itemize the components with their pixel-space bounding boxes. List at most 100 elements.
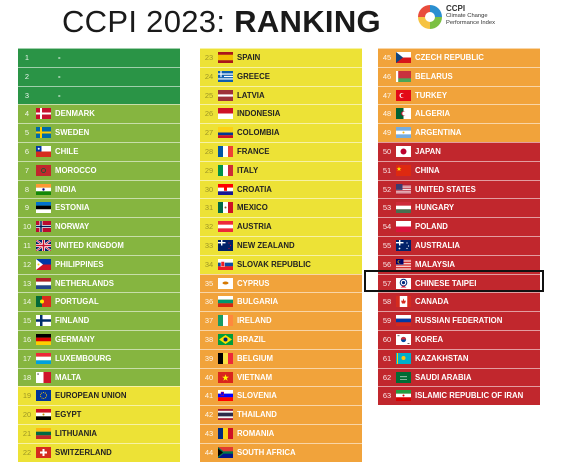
rank-number: 15 <box>22 316 32 326</box>
rank-number: 18 <box>22 372 32 382</box>
ranking-column-1: 1-2-3-4 DENMARK 5 SWEDEN 6 CHILE 7 MOROCCO 8 INDI… <box>18 48 180 462</box>
mexico-flag-icon <box>218 202 233 214</box>
ranking-row: 59 RUSSIAN FEDERATION <box>378 311 540 330</box>
ranking-row: 49 ARGENTINA <box>378 123 540 142</box>
rank-number: 33 <box>204 241 214 250</box>
rank-number: 59 <box>382 316 392 326</box>
vietnam-flag-icon <box>218 371 233 383</box>
rank-number: 46 <box>382 71 392 81</box>
ranking-row: 31 MEXICO <box>200 198 362 218</box>
country-name: UNITED STATES <box>415 184 476 194</box>
ranking-row: 35 CYPRUS <box>200 273 362 293</box>
country-name: FINLAND <box>55 316 90 326</box>
ranking-row: 28 FRANCE <box>200 142 362 161</box>
rank-number: 5 <box>24 128 30 138</box>
ranking-row: 9 ESTONIA <box>18 198 180 218</box>
country-name: VIETNAM <box>237 372 273 382</box>
country-name: KAZAKHSTAN <box>415 353 469 363</box>
country-name: SAUDI ARABIA <box>415 372 472 382</box>
netherlands-flag-icon <box>36 277 51 289</box>
rank-number: 6 <box>24 147 30 156</box>
rank-number: 3 <box>24 90 30 100</box>
rank-number: 1 <box>24 53 30 62</box>
cyprus-flag-icon <box>218 277 233 289</box>
rank-number: 22 <box>22 447 32 457</box>
ranking-row: 62 SAUDI ARABIA <box>378 367 540 387</box>
slovenia-flag-icon <box>218 390 233 402</box>
country-name: MALAYSIA <box>415 259 456 269</box>
ranking-row: 40 VIETNAM <box>200 367 362 387</box>
country-name: TURKEY <box>415 90 448 100</box>
ranking-row: 24 GREECE <box>200 66 362 86</box>
country-name: PORTUGAL <box>55 297 99 307</box>
ranking-row: 55 AUSTRALIA <box>378 236 540 255</box>
ranking-row: 19 EUROPEAN UNION <box>18 386 180 406</box>
korea-flag-icon <box>396 334 411 345</box>
ranking-row: 45 CZECH REPUBLIC <box>378 48 540 67</box>
france-flag-icon <box>218 146 233 157</box>
ranking-row: 61 KAZAKHSTAN <box>378 348 540 368</box>
country-name: CHILE <box>55 147 79 156</box>
portugal-flag-icon <box>36 296 51 308</box>
ranking-row: 41 SLOVENIA <box>200 386 362 406</box>
rank-number: 47 <box>382 90 392 100</box>
rank-number: 23 <box>204 53 214 62</box>
ranking-row: 51 CHINA <box>378 160 540 180</box>
country-name: LATVIA <box>237 90 265 100</box>
chinese-taipei-flag-icon <box>396 277 411 289</box>
ranking-column-2: 23 SPAIN 24 GREECE 25 LATVIA 26 INDONESIA 27 COLO… <box>200 48 362 462</box>
indonesia-flag-icon <box>218 108 233 120</box>
norway-flag-icon <box>36 221 51 233</box>
rank-number: 62 <box>382 372 392 382</box>
ranking-row: 34 SLOVAK REPUBLIC <box>200 254 362 274</box>
philippines-flag-icon <box>36 258 51 270</box>
rank-number: 21 <box>22 429 32 438</box>
country-name: EGYPT <box>55 410 82 420</box>
ccpi-logo-icon <box>418 5 442 29</box>
ranking-row: 7 MOROCCO <box>18 160 180 180</box>
ranking-row: 11 UNITED KINGDOM <box>18 236 180 255</box>
luxembourg-flag-icon <box>36 352 51 364</box>
country-name: MEXICO <box>237 203 268 213</box>
rank-number: 8 <box>24 184 30 194</box>
country-name: ALGERIA <box>415 109 451 119</box>
ranking-row: 20 EGYPT <box>18 405 180 424</box>
ranking-row: 54 POLAND <box>378 217 540 236</box>
turkey-flag-icon <box>396 89 411 101</box>
country-name: EUROPEAN UNION <box>55 391 127 401</box>
page-title: CCPI 2023: RANKING <box>62 2 381 42</box>
ranking-row: 4 DENMARK <box>18 104 180 124</box>
ranking-row: 29 ITALY <box>200 160 362 180</box>
country-name: ESTONIA <box>55 203 90 213</box>
rank-number: 38 <box>204 335 214 344</box>
ranking-row: 37 IRELAND <box>200 311 362 330</box>
morocco-flag-icon <box>36 164 51 176</box>
ranking-row: 57 CHINESE TAIPEI <box>378 273 540 293</box>
brazil-flag-icon <box>218 334 233 345</box>
estonia-flag-icon <box>36 202 51 214</box>
country-name: INDONESIA <box>237 109 281 119</box>
country-name: RUSSIAN FEDERATION <box>415 316 503 326</box>
ranking-row: 8 INDIA <box>18 179 180 199</box>
algeria-flag-icon <box>396 108 411 120</box>
country-name: ITALY <box>237 165 259 175</box>
country-name: SOUTH AFRICA <box>237 447 296 457</box>
rank-number: 34 <box>204 259 214 269</box>
egypt-flag-icon <box>36 409 51 421</box>
japan-flag-icon <box>396 146 411 157</box>
country-name: LITHUANIA <box>55 429 98 438</box>
finland-flag-icon <box>36 315 51 327</box>
country-name: - <box>58 71 61 81</box>
romania-flag-icon <box>218 428 233 439</box>
rank-number: 45 <box>382 53 392 62</box>
switzerland-flag-icon <box>36 446 51 458</box>
latvia-flag-icon <box>218 89 233 101</box>
ranking-row: 60 KOREA <box>378 330 540 349</box>
rank-number: 49 <box>382 128 392 138</box>
ranking-row: 1- <box>18 48 180 67</box>
country-name: DENMARK <box>55 109 95 119</box>
russia-flag-icon <box>396 315 411 327</box>
rank-number: 11 <box>23 241 31 250</box>
country-name: - <box>58 53 61 62</box>
ranking-row: 48 ALGERIA <box>378 104 540 124</box>
